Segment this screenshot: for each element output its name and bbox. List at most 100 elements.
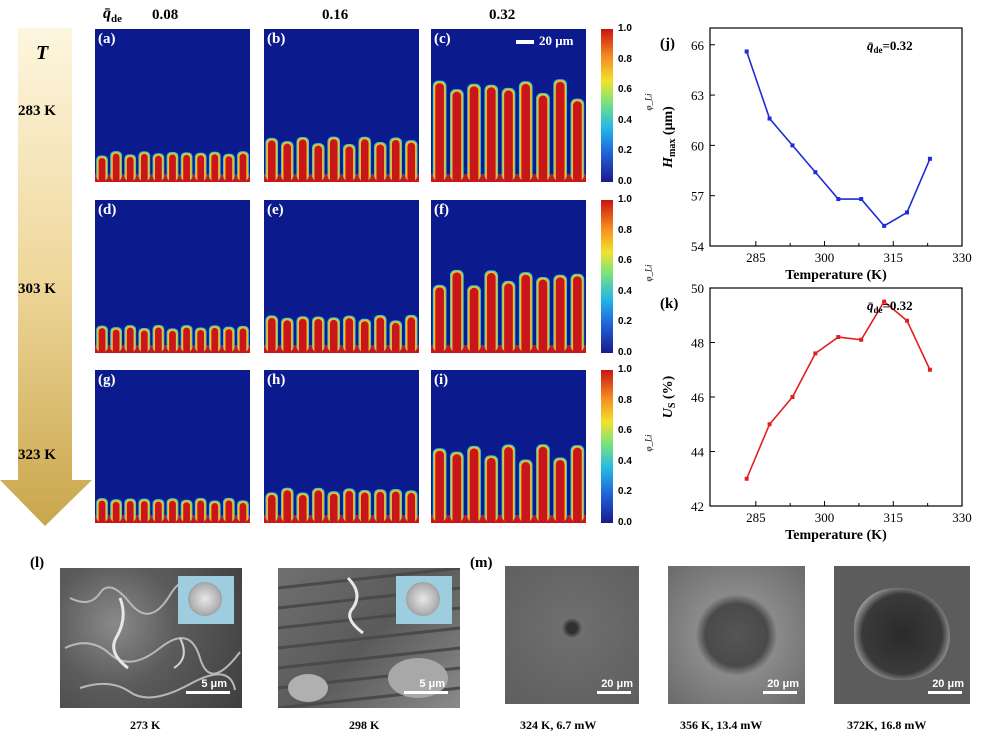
- sem-scale-bar: [597, 691, 631, 694]
- y-axis-label: US (%): [661, 375, 678, 418]
- sem-image-372k: 20 μm: [834, 566, 970, 704]
- simulation-panel: (h): [264, 370, 419, 523]
- colorbar-tick: 0.0: [618, 517, 632, 528]
- caption-372k: 372K, 16.8 mW: [847, 718, 927, 732]
- colorbar-tick: 0.2: [618, 316, 632, 328]
- colorbar-tick: 1.0: [618, 364, 632, 375]
- data-point: [836, 197, 841, 202]
- y-tick-label: 48: [691, 336, 704, 351]
- sem-scale-text: 20 μm: [601, 678, 633, 690]
- data-point: [882, 299, 887, 304]
- temperature-323-label: 323 K: [18, 447, 56, 463]
- y-tick-label: 50: [691, 281, 704, 296]
- colorbar-tick: 0.8: [618, 224, 632, 236]
- sem-image-356k: 20 μm: [668, 566, 805, 704]
- simulation-panel: (f): [431, 200, 586, 353]
- y-tick-label: 42: [691, 499, 704, 514]
- series-line: [745, 300, 931, 480]
- plot-frame: [709, 287, 963, 507]
- data-point: [813, 170, 818, 175]
- colorbar: [601, 29, 613, 182]
- simulation-panel: (c) 20 μm: [431, 29, 586, 182]
- panel-m-label: (m): [470, 555, 493, 571]
- colorbar-tick: 0.0: [618, 347, 632, 358]
- panel-label: (i): [434, 372, 449, 388]
- y-tick-label: 46: [691, 390, 705, 405]
- panel-label: (e): [267, 202, 284, 218]
- data-point: [905, 318, 910, 323]
- q-value-0.16: 0.16: [322, 7, 349, 23]
- data-point: [744, 476, 749, 481]
- sem-image-324k: 20 μm: [505, 566, 639, 704]
- temperature-axis-label: T: [36, 42, 49, 64]
- data-point: [767, 116, 772, 121]
- panel-label: (a): [98, 31, 116, 47]
- panel-label: (h): [267, 372, 286, 388]
- colorbar: [601, 200, 613, 353]
- simulation-panel: (a): [95, 29, 250, 182]
- colorbar-tick: 1.0: [618, 194, 632, 205]
- data-point: [927, 367, 932, 372]
- colorbar-tick: 0.6: [618, 255, 632, 267]
- sem-image-298k: 5 μm: [278, 568, 460, 708]
- sem-scale-text: 5 μm: [201, 678, 227, 690]
- caption-273k: 273 K: [130, 718, 161, 732]
- q-value-0.32: 0.32: [489, 7, 516, 23]
- colorbar-tick: 0.8: [618, 394, 632, 406]
- y-tick-label: 60: [691, 138, 704, 153]
- panel-label: (c): [434, 31, 451, 47]
- simulation-panel: (d): [95, 200, 250, 353]
- colorbar: [601, 370, 613, 523]
- colorbar-tick: 0.8: [618, 53, 632, 65]
- plot-frame: [709, 27, 963, 247]
- sem-scale-text: 5 μm: [419, 678, 445, 690]
- simulation-panel: (b): [264, 29, 419, 182]
- q-de-label: q̄de: [103, 5, 122, 26]
- data-point: [859, 197, 864, 202]
- y-tick-label: 63: [691, 88, 704, 103]
- temperature-arrow: [0, 28, 92, 526]
- simulation-panel: (g): [95, 370, 250, 523]
- colorbar-tick: 0.4: [618, 285, 632, 297]
- x-tick-label: 300: [815, 250, 835, 265]
- data-point: [836, 335, 841, 340]
- panel-l-label: (l): [30, 555, 45, 571]
- y-axis-label: Hmax (μm): [661, 106, 678, 169]
- sem-scale-bar: [186, 691, 230, 694]
- x-tick-label: 300: [815, 510, 835, 525]
- colorbar-tick: 0.6: [618, 84, 632, 96]
- x-tick-label: 330: [952, 510, 972, 525]
- data-point: [790, 395, 795, 399]
- sem-scale-text: 20 μm: [932, 678, 964, 690]
- battery-cell-photo: [396, 576, 452, 624]
- sem-image-273k: 5 μm: [60, 568, 242, 708]
- y-tick-label: 44: [691, 445, 705, 460]
- colorbar-tick: 0.0: [618, 176, 632, 187]
- colorbar-tick: 0.4: [618, 455, 632, 467]
- x-tick-label: 330: [952, 250, 972, 265]
- colorbar-tick: 0.4: [618, 114, 632, 126]
- sem-scale-text: 20 μm: [767, 678, 799, 690]
- data-point: [905, 210, 910, 215]
- scale-bar: [516, 40, 534, 44]
- x-axis-label: Temperature (K): [785, 268, 887, 283]
- caption-356k: 356 K, 13.4 mW: [680, 718, 763, 732]
- q-value-0.08: 0.08: [152, 7, 179, 23]
- x-tick-label: 285: [746, 510, 766, 525]
- data-point: [927, 156, 932, 161]
- hmax-chart: 285 300 315 330 54 57 60 63 66 (j) q̄de=0.32 Temper…: [660, 27, 972, 283]
- chart-annotation: q̄de=0.32: [867, 298, 913, 315]
- battery-cell-photo: [178, 576, 234, 624]
- x-tick-label: 285: [746, 250, 766, 265]
- panel-label: (d): [98, 202, 117, 218]
- scale-bar-text: 20 μm: [539, 33, 574, 48]
- panel-label: (f): [434, 202, 449, 218]
- colorbar-tick: 0.6: [618, 425, 632, 437]
- caption-298k: 298 K: [349, 718, 380, 732]
- data-point: [813, 351, 818, 356]
- chart-panel-label: (j): [660, 36, 675, 52]
- y-tick-label: 57: [691, 189, 705, 204]
- simulation-panel: (e): [264, 200, 419, 353]
- simulation-panel: (i): [431, 370, 586, 523]
- chart-annotation: q̄de=0.32: [867, 38, 913, 55]
